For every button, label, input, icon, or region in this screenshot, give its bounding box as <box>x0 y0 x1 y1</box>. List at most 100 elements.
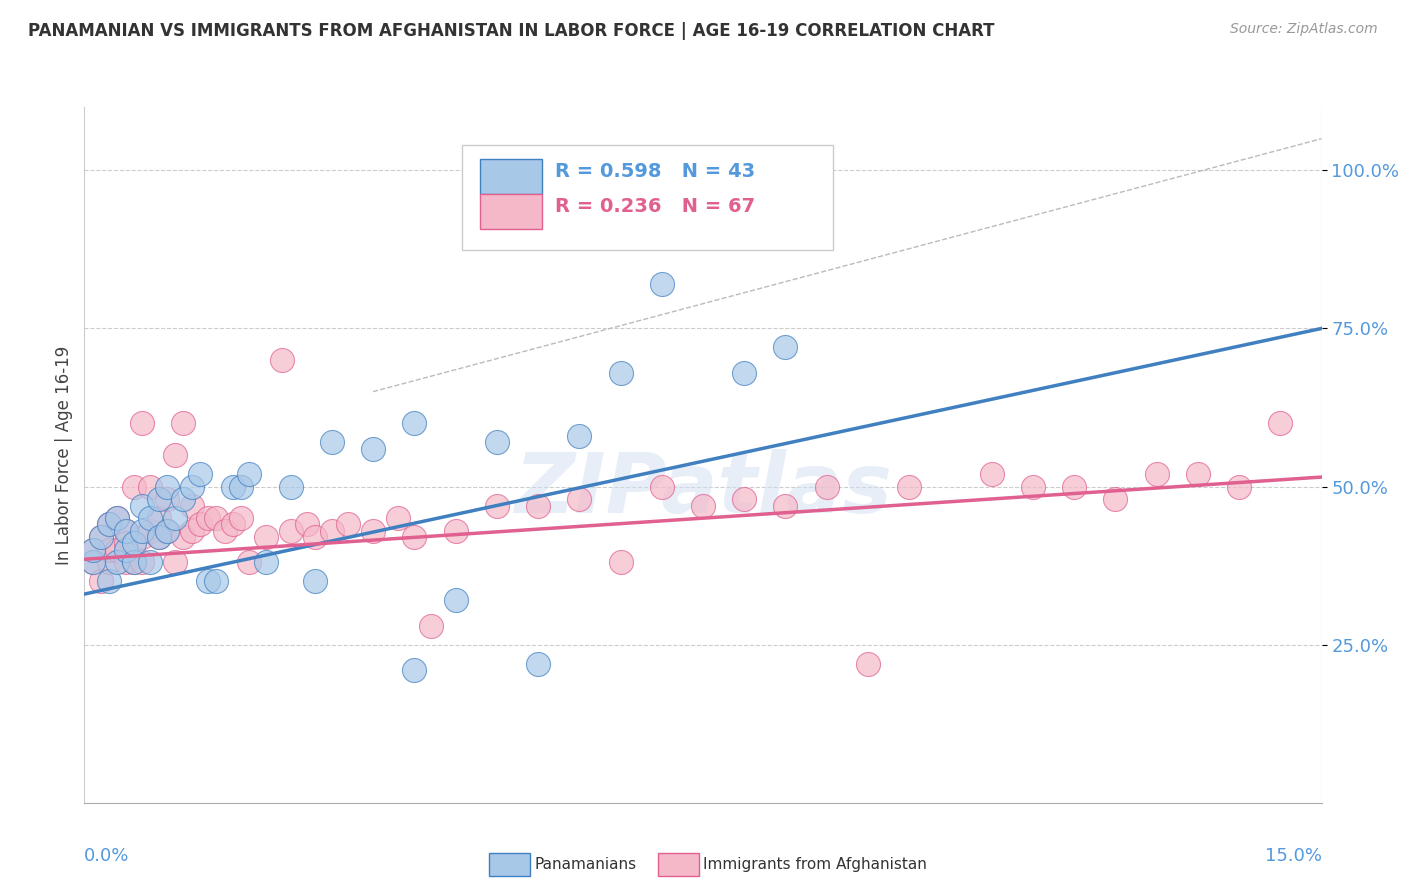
Point <box>692 499 714 513</box>
Point <box>105 511 128 525</box>
Text: ZIPatlas: ZIPatlas <box>515 450 891 530</box>
Point <box>527 657 550 671</box>
Point <box>609 366 631 380</box>
Point <box>98 556 121 570</box>
Point <box>82 542 104 557</box>
Point <box>775 340 797 354</box>
Text: 0.0%: 0.0% <box>84 847 129 865</box>
Point <box>321 435 343 450</box>
Point <box>444 524 467 538</box>
Point <box>1104 492 1126 507</box>
Point <box>188 517 211 532</box>
FancyBboxPatch shape <box>481 159 543 194</box>
Point <box>131 556 153 570</box>
Point <box>156 524 179 538</box>
Point <box>180 479 202 493</box>
Point <box>131 499 153 513</box>
Point <box>205 574 228 589</box>
Point <box>222 479 245 493</box>
Text: R = 0.236   N = 67: R = 0.236 N = 67 <box>554 197 755 216</box>
Text: 15.0%: 15.0% <box>1264 847 1322 865</box>
Point <box>485 435 508 450</box>
Point <box>90 530 112 544</box>
Point <box>139 524 162 538</box>
Point <box>172 417 194 431</box>
Point <box>444 593 467 607</box>
Point <box>568 492 591 507</box>
Point <box>856 657 879 671</box>
Point <box>165 556 187 570</box>
Point <box>156 524 179 538</box>
Point <box>404 663 426 677</box>
Point <box>105 556 128 570</box>
Point <box>131 530 153 544</box>
Point <box>122 536 145 550</box>
Point <box>148 530 170 544</box>
Point <box>1063 479 1085 493</box>
Point <box>180 524 202 538</box>
Text: Source: ZipAtlas.com: Source: ZipAtlas.com <box>1230 22 1378 37</box>
Point <box>165 448 187 462</box>
Point <box>1227 479 1250 493</box>
Point <box>1146 467 1168 481</box>
Point <box>114 556 136 570</box>
Point <box>172 492 194 507</box>
Point <box>139 556 162 570</box>
Point <box>419 618 441 632</box>
Point <box>214 524 236 538</box>
Point <box>815 479 838 493</box>
Point <box>304 530 326 544</box>
Point <box>980 467 1002 481</box>
Point <box>651 479 673 493</box>
Point <box>98 574 121 589</box>
Point <box>229 479 252 493</box>
Point <box>1270 417 1292 431</box>
Point <box>733 492 755 507</box>
Point <box>387 511 409 525</box>
Text: R = 0.598   N = 43: R = 0.598 N = 43 <box>554 162 755 181</box>
Point <box>98 517 121 532</box>
Point <box>114 524 136 538</box>
Point <box>172 530 194 544</box>
Point <box>229 511 252 525</box>
Point <box>271 353 294 368</box>
Point <box>148 530 170 544</box>
Point <box>1187 467 1209 481</box>
Text: Immigrants from Afghanistan: Immigrants from Afghanistan <box>703 857 927 871</box>
Point <box>131 524 153 538</box>
Point <box>1022 479 1045 493</box>
Point <box>114 524 136 538</box>
Point <box>238 556 260 570</box>
Point <box>485 499 508 513</box>
Point <box>180 499 202 513</box>
Point <box>254 530 277 544</box>
Point <box>337 517 360 532</box>
Point <box>82 556 104 570</box>
Point <box>131 417 153 431</box>
Point <box>114 542 136 557</box>
Point <box>148 492 170 507</box>
Text: PANAMANIAN VS IMMIGRANTS FROM AFGHANISTAN IN LABOR FORCE | AGE 16-19 CORRELATION: PANAMANIAN VS IMMIGRANTS FROM AFGHANISTA… <box>28 22 994 40</box>
Point <box>361 524 384 538</box>
Point <box>295 517 318 532</box>
Y-axis label: In Labor Force | Age 16-19: In Labor Force | Age 16-19 <box>55 345 73 565</box>
Point <box>148 511 170 525</box>
Point <box>304 574 326 589</box>
Point <box>280 479 302 493</box>
Point <box>165 511 187 525</box>
Point <box>775 499 797 513</box>
Point <box>205 511 228 525</box>
Point <box>156 492 179 507</box>
Point <box>651 277 673 292</box>
Point <box>139 479 162 493</box>
Point <box>82 556 104 570</box>
Point <box>404 417 426 431</box>
FancyBboxPatch shape <box>461 145 832 250</box>
Point <box>98 517 121 532</box>
Point <box>105 511 128 525</box>
Point <box>280 524 302 538</box>
Point <box>527 499 550 513</box>
Text: Panamanians: Panamanians <box>534 857 637 871</box>
Point <box>238 467 260 481</box>
Point <box>222 517 245 532</box>
